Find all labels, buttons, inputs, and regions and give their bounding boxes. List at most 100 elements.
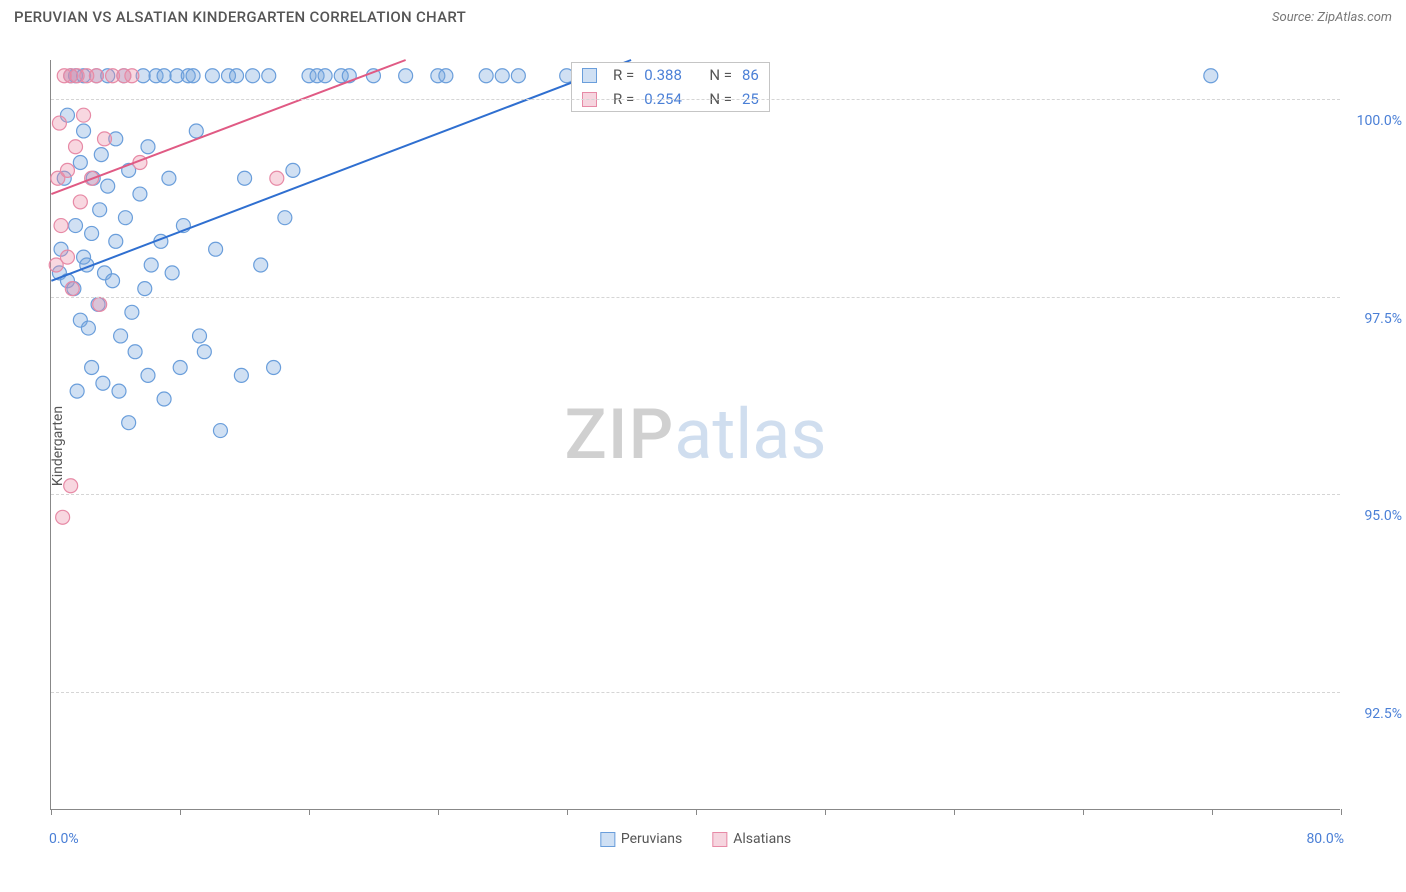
legend-label: Alsatians [733,831,791,847]
gridline [51,297,1340,298]
legend-item: Peruvians [600,831,682,847]
legend-label: Peruvians [621,831,682,847]
y-tick-label: 97.5% [1364,311,1402,327]
scatter-point [77,108,91,122]
scatter-point [141,140,155,154]
chart-title: PERUVIAN VS ALSATIAN KINDERGARTEN CORREL… [14,8,466,26]
scatter-point [318,69,332,83]
scatter-point [106,274,120,288]
scatter-point [93,297,107,311]
scatter-point [262,69,276,83]
legend-swatch [712,832,727,847]
scatter-point [399,69,413,83]
scatter-point [270,171,284,185]
y-tick-label: 92.5% [1364,706,1402,722]
scatter-point [122,416,136,430]
scatter-point [56,510,70,524]
scatter-point [193,329,207,343]
chart-svg [51,60,1340,809]
scatter-point [69,219,83,233]
scatter-point [230,69,244,83]
x-tick [1341,809,1342,815]
y-tick-label: 95.0% [1364,508,1402,524]
scatter-point [141,368,155,382]
scatter-point [52,116,66,130]
stat-r: 0.388 [644,66,682,84]
x-tick [696,809,697,815]
scatter-point [112,384,126,398]
x-tick [438,809,439,815]
scatter-point [495,69,509,83]
scatter-point [189,124,203,138]
scatter-point [64,479,78,493]
chart-header: PERUVIAN VS ALSATIAN KINDERGARTEN CORREL… [0,0,1406,34]
scatter-point [157,69,171,83]
scatter-point [114,329,128,343]
scatter-point [286,163,300,177]
scatter-point [85,360,99,374]
scatter-point [138,282,152,296]
scatter-point [60,163,74,177]
scatter-point [125,305,139,319]
scatter-point [98,132,112,146]
scatter-point [133,187,147,201]
stat-key: R = [613,66,634,84]
scatter-point [60,250,74,264]
scatter-point [205,69,219,83]
scatter-point [278,211,292,225]
scatter-point [267,360,281,374]
scatter-point [96,376,110,390]
x-end-label: 80.0% [1306,831,1344,847]
scatter-point [173,360,187,374]
scatter-point [94,148,108,162]
scatter-point [101,179,115,193]
series-legend: Peruvians Alsatians [600,831,791,847]
chart-source: Source: ZipAtlas.com [1272,10,1392,25]
scatter-point [186,69,200,83]
scatter-point [254,258,268,272]
gridline [51,99,1340,100]
x-tick [1212,809,1213,815]
scatter-point [77,124,91,138]
stat-n: 86 [742,66,759,84]
stat-key: N = [709,66,732,84]
chart-plot-area: ZIPatlas R = 0.388 N = 86R = 0.254 N = 2… [50,60,1340,810]
scatter-point [69,140,83,154]
scatter-point [246,69,260,83]
legend-item: Alsatians [712,831,791,847]
scatter-point [209,242,223,256]
y-tick-label: 100.0% [1357,113,1402,129]
scatter-point [73,156,87,170]
x-tick [309,809,310,815]
x-tick [1083,809,1084,815]
scatter-point [165,266,179,280]
x-tick [954,809,955,815]
x-start-label: 0.0% [49,831,79,847]
scatter-point [162,171,176,185]
scatter-point [197,345,211,359]
scatter-point [213,424,227,438]
legend-swatch [582,68,597,83]
scatter-point [73,195,87,209]
scatter-point [93,203,107,217]
scatter-point [65,282,79,296]
scatter-point [81,321,95,335]
scatter-point [54,219,68,233]
stat-row: R = 0.388 N = 86 [572,63,769,87]
scatter-point [118,211,132,225]
gridline [51,494,1340,495]
stat-legend: R = 0.388 N = 86R = 0.254 N = 25 [571,62,770,112]
scatter-point [479,69,493,83]
scatter-point [157,392,171,406]
x-tick [180,809,181,815]
scatter-point [511,69,525,83]
x-tick [567,809,568,815]
gridline [51,692,1340,693]
scatter-point [109,234,123,248]
scatter-point [89,69,103,83]
scatter-point [234,368,248,382]
scatter-point [1204,69,1218,83]
scatter-point [70,384,84,398]
x-tick [51,809,52,815]
x-tick [825,809,826,815]
